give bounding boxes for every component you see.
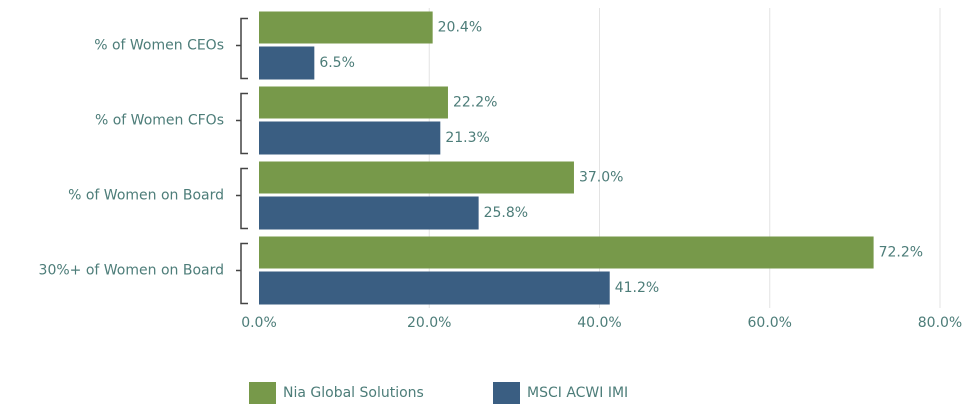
legend-swatch bbox=[493, 382, 520, 404]
data-label: 25.8% bbox=[484, 205, 528, 221]
data-label: 6.5% bbox=[319, 55, 355, 71]
bracket bbox=[236, 167, 248, 230]
data-label: 20.4% bbox=[438, 20, 482, 36]
legend-label: MSCI ACWI IMI bbox=[527, 385, 628, 401]
bar bbox=[259, 196, 479, 230]
bar bbox=[259, 86, 448, 119]
x-tick-label: 20.0% bbox=[407, 315, 451, 331]
bracket bbox=[236, 92, 248, 155]
data-label: 72.2% bbox=[879, 245, 923, 261]
bar bbox=[259, 121, 441, 155]
bar bbox=[259, 271, 610, 305]
bar bbox=[259, 236, 874, 269]
x-tick-label: 40.0% bbox=[577, 315, 621, 331]
category-label: % of Women on Board bbox=[68, 188, 224, 204]
bar bbox=[259, 161, 574, 194]
legend-label: Nia Global Solutions bbox=[283, 385, 424, 401]
data-label: 37.0% bbox=[579, 170, 623, 186]
category-label: 30%+ of Women on Board bbox=[39, 263, 224, 279]
x-tick-label: 60.0% bbox=[748, 315, 792, 331]
bar bbox=[259, 46, 315, 80]
legend-swatch bbox=[249, 382, 276, 404]
bracket bbox=[236, 17, 248, 80]
bracket bbox=[236, 242, 248, 305]
data-label: 22.2% bbox=[453, 95, 497, 111]
x-tick-label: 0.0% bbox=[241, 315, 277, 331]
bar bbox=[259, 11, 433, 44]
x-tick-label: 80.0% bbox=[918, 315, 962, 331]
data-label: 41.2% bbox=[615, 280, 659, 296]
category-label: % of Women CEOs bbox=[94, 38, 224, 54]
data-label: 21.3% bbox=[445, 130, 489, 146]
category-label: % of Women CFOs bbox=[95, 113, 224, 129]
